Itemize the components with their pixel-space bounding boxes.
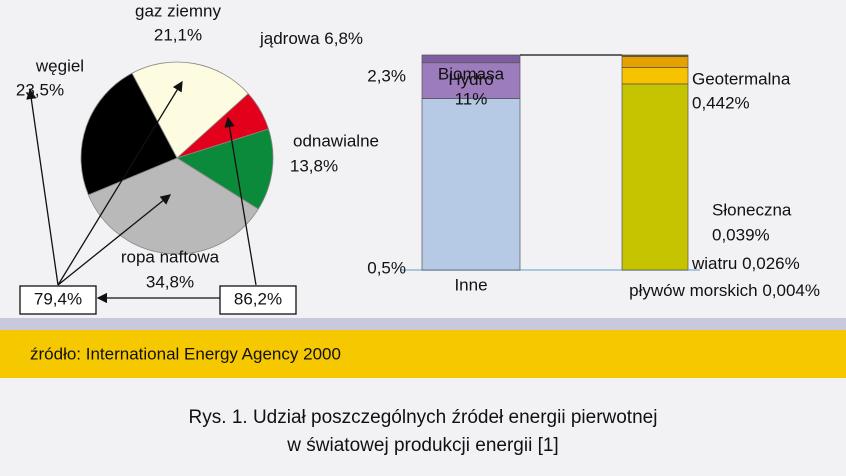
pie-slice (131, 61, 249, 159)
slice-label: gaz ziemny (135, 1, 221, 20)
bar-label: Inne (454, 275, 487, 294)
caption: Rys. 1. Udział poszczególnych źródeł ene… (189, 407, 658, 428)
bar-label: wiatru 0,026% (691, 254, 800, 273)
bar-label: pływów morskich 0,004% (629, 281, 820, 300)
source-band (0, 330, 846, 378)
bar-segment (421, 98, 521, 271)
slice-value: 23,5% (16, 80, 64, 99)
bar-segment (621, 83, 689, 271)
bar-label: Biomasa (438, 64, 505, 83)
annotation: 79,4% (34, 289, 82, 308)
slice-value: 34,8% (146, 272, 194, 291)
bar-value: 0,442% (692, 93, 750, 112)
bar-segment (621, 56, 689, 68)
strip (0, 318, 846, 330)
slice-label: odnawialne (293, 131, 379, 150)
bar-value: 2,3% (367, 66, 406, 85)
pie-slice (80, 72, 178, 196)
source: źródło: International Energy Agency 2000 (30, 344, 341, 363)
bar-value: 0,039% (712, 225, 770, 244)
bar-segment (621, 67, 689, 85)
slice-label: ropa naftowa (121, 247, 220, 266)
bar-segment (421, 62, 521, 99)
pie-slice (176, 128, 274, 210)
bar-segment (421, 54, 521, 64)
bar-label: Geotermalna (692, 69, 791, 88)
slice-label: węgiel (35, 56, 84, 75)
bar-value: 0,5% (367, 258, 406, 277)
bar-label: Hydro (448, 70, 493, 89)
annotation-box (219, 285, 297, 315)
bar-chart: Biomasa 11%Hydro 2,3% Inne 0,5% Geotermalna 0,… (367, 54, 820, 300)
pie-chart: gaz ziemny 21,1% jądrowa 6,8% odnawialne 13,… (16, 1, 379, 291)
slice-label: jądrowa 6,8% (259, 29, 363, 48)
slice-value: 13,8% (290, 156, 338, 175)
annotation: 86,2% (234, 289, 282, 308)
annotation-box (19, 285, 97, 315)
slice-value: 21,1% (154, 25, 202, 44)
bar-label: Słoneczna (712, 200, 792, 219)
bar-value: 11% (455, 89, 488, 108)
caption: w światowej produkcji energii [1] (286, 435, 558, 456)
arrows (26, 80, 257, 304)
